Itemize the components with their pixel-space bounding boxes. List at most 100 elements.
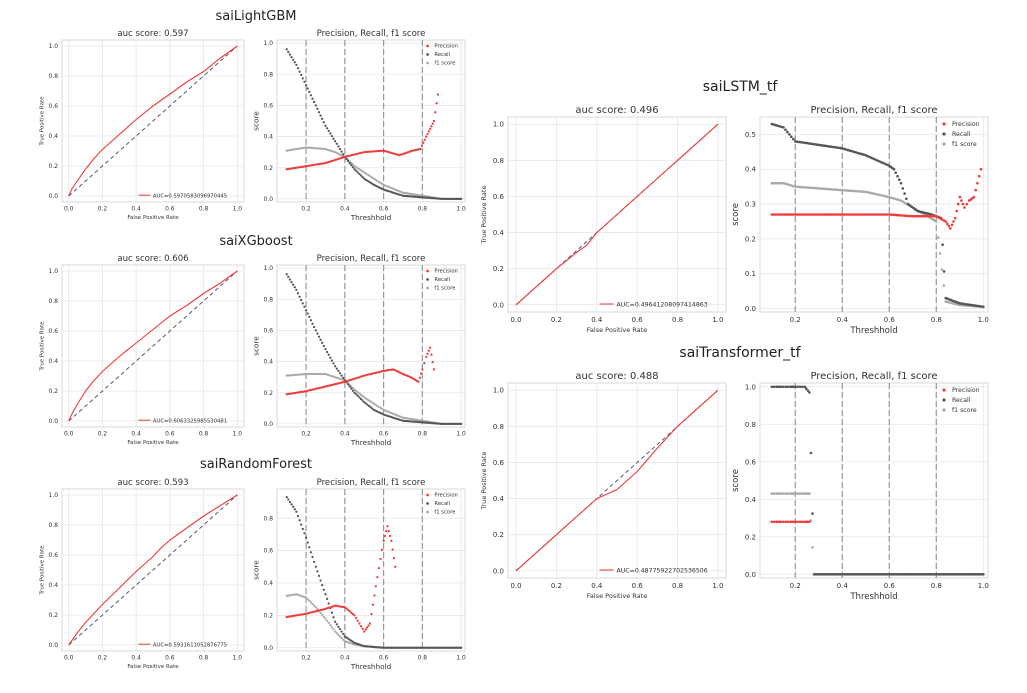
prf-recall-point <box>298 295 301 298</box>
prf-x-tick-label: 1.0 <box>456 206 466 213</box>
roc-y-tick-label: 0.0 <box>49 642 59 649</box>
prf-precision-point <box>938 217 942 220</box>
roc-x-tick-label: 0.6 <box>165 206 175 213</box>
prf-recall-point <box>445 646 448 649</box>
prf-chart-title: Precision, Recall, f1 score <box>810 371 937 382</box>
prf-y-axis-label: score <box>731 203 741 226</box>
roc-legend-label: AUC=0.5931611052876775 <box>153 642 227 648</box>
roc-legend-label: AUC=0.48775922702536506 <box>617 568 708 575</box>
prf-f1-point <box>940 268 944 271</box>
prf-f1-point <box>795 185 799 189</box>
prf-precision-point <box>312 610 316 613</box>
model-title: saiLightGBM <box>215 9 296 24</box>
prf-recall-point <box>288 278 292 281</box>
prf-precision-point <box>856 213 860 216</box>
prf-precision-point <box>417 380 420 383</box>
prf-recall-point <box>316 107 319 110</box>
prf-precision-point <box>811 213 815 216</box>
prf-legend-label: Recall <box>434 52 450 58</box>
prf-recall-point <box>966 303 969 306</box>
prf-precision-point <box>798 520 802 524</box>
prf-precision-point <box>858 213 862 216</box>
prf-recall-point <box>782 385 785 389</box>
prf-recall-point <box>342 376 345 380</box>
prf-recall-point <box>450 422 453 426</box>
prf-recall-point <box>831 573 835 576</box>
prf-legend-label: Precision <box>434 44 458 50</box>
prf-precision-point <box>809 213 813 216</box>
prf-f1-point <box>794 185 797 188</box>
prf-precision-point <box>961 202 965 206</box>
prf-precision-point <box>425 135 428 138</box>
roc-chart-title: auc score: 0.593 <box>117 478 188 488</box>
prf-precision-point <box>777 213 781 216</box>
prf-f1-point <box>308 599 311 602</box>
prf-recall-point <box>303 305 306 308</box>
prf-recall-point <box>842 573 846 576</box>
prf-recall-point <box>944 573 947 576</box>
prf-f1-point <box>372 177 376 180</box>
prf-recall-point <box>330 359 334 362</box>
prf-recall-point <box>327 602 330 605</box>
prf-precision-point <box>882 213 885 216</box>
prf-recall-point <box>330 611 334 614</box>
prf-precision-point <box>889 213 893 216</box>
prf-recall-point <box>438 646 442 649</box>
prf-chart-title: Precision, Recall, f1 score <box>317 29 426 39</box>
prf-recall-point <box>332 616 335 619</box>
prf-recall-point <box>437 646 440 649</box>
prf-y-tick-label: 0.8 <box>264 71 274 78</box>
prf-recall-point <box>359 397 363 401</box>
prf-legend-marker <box>426 61 429 65</box>
prf-precision-point <box>370 612 373 616</box>
prf-f1-point <box>327 621 330 625</box>
prf-recall-point <box>361 175 364 179</box>
roc-x-tick-label: 0.2 <box>98 206 108 213</box>
prf-legend-label: f1 score <box>434 510 455 516</box>
prf-recall-point <box>335 367 338 370</box>
prf-recall-point <box>329 356 332 359</box>
prf-precision-point <box>935 214 938 218</box>
prf-legend-marker <box>426 53 429 56</box>
prf-recall-point <box>345 636 348 639</box>
prf-precision-point <box>933 214 936 218</box>
prf-f1-point <box>782 492 785 495</box>
prf-precision-point <box>358 622 361 625</box>
prf-recall-point <box>390 646 393 649</box>
roc-x-tick-label: 1.0 <box>712 316 723 324</box>
prf-recall-point <box>788 133 791 136</box>
prf-recall-point <box>435 646 439 649</box>
prf-f1-point <box>375 179 379 182</box>
roc-legend-label: AUC=0.5970583096970445 <box>153 193 227 199</box>
prf-recall-point <box>794 385 797 389</box>
prf-recall-point <box>912 573 915 576</box>
prf-recall-point <box>809 451 813 455</box>
prf-recall-point <box>980 305 983 308</box>
prf-recall-point <box>426 646 429 649</box>
prf-recall-point <box>392 646 395 649</box>
prf-recall-point <box>948 573 951 576</box>
prf-legend-marker <box>426 278 429 281</box>
prf-precision-point <box>864 213 868 216</box>
prf-precision-point <box>972 195 976 199</box>
prf-f1-point <box>798 492 802 495</box>
prf-precision-point <box>436 93 440 96</box>
roc-y-axis-label: True Positive Rate <box>480 452 488 511</box>
prf-recall-point <box>980 573 983 576</box>
prf-recall-point <box>455 422 458 426</box>
prf-f1-point <box>805 186 809 189</box>
prf-f1-point <box>333 151 337 154</box>
prf-x-tick-label: 0.6 <box>884 582 896 590</box>
prf-f1-point <box>319 372 322 376</box>
prf-precision-point <box>428 346 432 349</box>
prf-recall-point <box>784 128 787 132</box>
prf-recall-point <box>833 573 836 576</box>
prf-recall-point <box>805 141 809 145</box>
model-panel-saiXGboost: saiXGboost 0.0 0.2 0.4 0.6 0.8 1.0 0.0 0.2 0.4 0.6… <box>39 234 466 447</box>
prf-recall-point <box>931 573 934 576</box>
prf-precision-point <box>911 214 915 218</box>
prf-recall-point <box>366 645 369 648</box>
prf-recall-point <box>295 63 298 67</box>
prf-recall-point <box>445 422 448 426</box>
prf-precision-point <box>927 214 931 218</box>
